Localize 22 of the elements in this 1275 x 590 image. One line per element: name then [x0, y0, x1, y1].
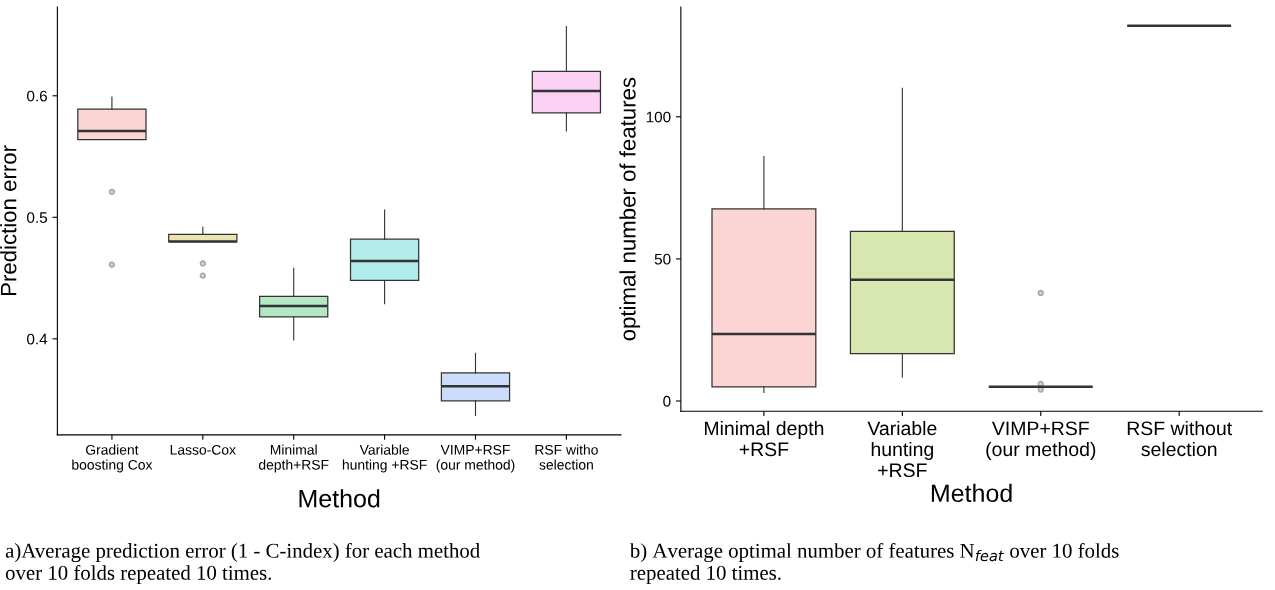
y-tick-label: 50: [654, 253, 671, 265]
x-tick-label: Variable hunting +RSF: [342, 444, 427, 473]
x-tick-label: RSF without selection: [1127, 420, 1232, 457]
x-tick-label: VIMP+RSF (our method): [986, 421, 1096, 461]
x-axis-title: Method: [299, 489, 380, 508]
x-tick-label: Minimal depth +RSF: [704, 420, 824, 457]
y-tick-label: 0: [663, 395, 671, 407]
y-tick-label: 0.4: [27, 333, 48, 345]
y-axis-title: optimal number of features: [619, 77, 641, 341]
x-tick-label: Minimal depth+RSF: [258, 444, 329, 473]
text: b) Average optimal number of features N$_{feat}$ over 10 folds repeated 10 times.: [629, 542, 1119, 585]
x-tick-label: Gradient boosting Cox: [72, 444, 153, 473]
x-tick-label: Lasso-Cox: [170, 444, 236, 455]
y-axis-title: Prediction error: [0, 145, 17, 296]
y-tick-label: 100: [646, 111, 671, 123]
x-tick-label: RSF witho selection: [535, 444, 598, 470]
x-tick-label: Variable hunting +RSF: [867, 420, 937, 478]
x-axis-title: Method: [931, 483, 1012, 503]
y-tick-label: 0.5: [27, 212, 48, 223]
text: a)Average prediction error (1 - C-index) for each method over 10 folds repeated 10 times.: [5, 542, 480, 585]
y-tick-label: 0.6: [27, 90, 47, 102]
x-tick-label: VIMP+RSF (our method): [436, 444, 515, 473]
